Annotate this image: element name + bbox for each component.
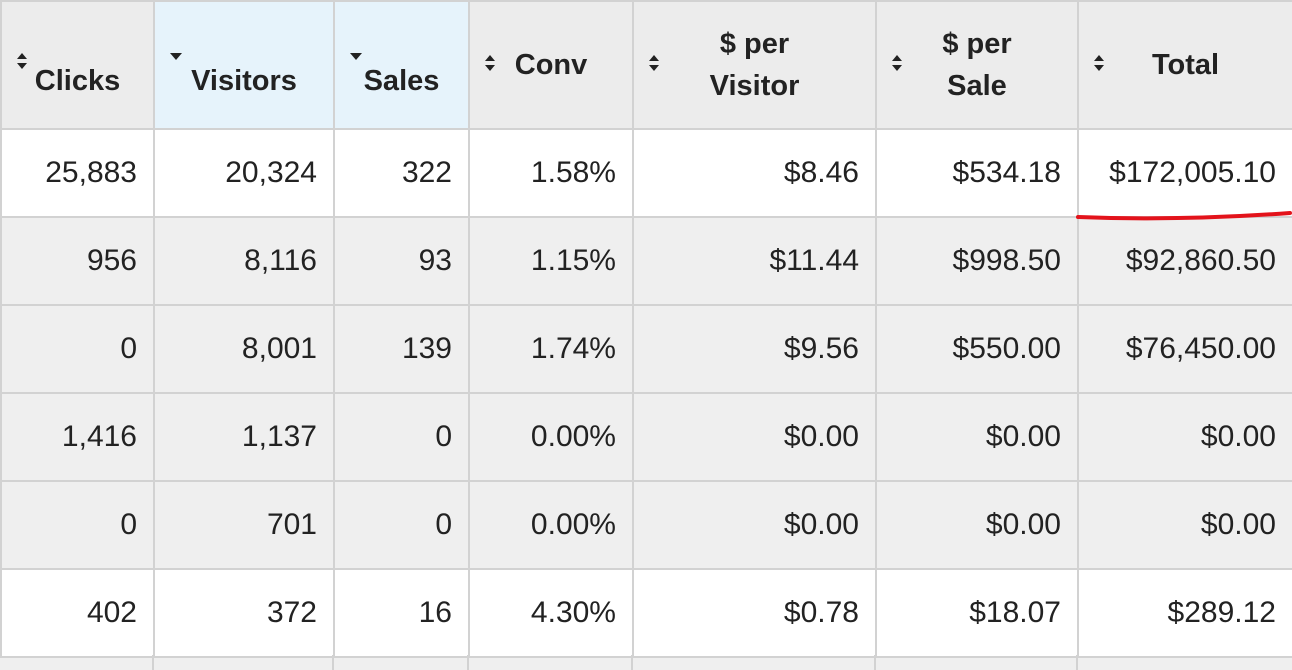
partial-row: [152, 655, 1078, 670]
cell: 93: [333, 216, 470, 306]
header-row: Clicks Visitors Sales Conv $ per Visitor $ pe…: [0, 0, 1292, 130]
cell: 701: [153, 480, 335, 570]
cell: 1.15%: [468, 216, 634, 306]
header-label: Clicks: [34, 64, 121, 97]
cell: 0: [0, 304, 155, 394]
cell: 1.58%: [468, 128, 634, 218]
table-row: 0 8,001 139 1.74% $9.56 $550.00 $76,450.00: [0, 304, 1292, 394]
sort-icon[interactable]: [648, 54, 660, 72]
cell: $0.00: [875, 480, 1079, 570]
sort-icon[interactable]: [891, 54, 903, 72]
cell: 1.74%: [468, 304, 634, 394]
cell: 139: [333, 304, 470, 394]
cell: $0.00: [1077, 392, 1292, 482]
red-underline: [1076, 211, 1292, 221]
cell: $0.78: [632, 568, 877, 658]
header-label: $ per Sale: [942, 27, 1012, 102]
table-row: 0 701 0 0.00% $0.00 $0.00 $0.00: [0, 480, 1292, 570]
cell: $998.50: [875, 216, 1079, 306]
column-header[interactable]: Total: [1077, 0, 1292, 130]
cell: $0.00: [632, 480, 877, 570]
cell: $9.56: [632, 304, 877, 394]
cell: $0.00: [632, 392, 877, 482]
sort-icon[interactable]: [1093, 54, 1105, 72]
column-header[interactable]: Conv: [468, 0, 634, 130]
sort-icon[interactable]: [16, 52, 28, 70]
cell: 0: [333, 392, 470, 482]
cell: $76,450.00: [1077, 304, 1292, 394]
cell: 0: [333, 480, 470, 570]
cell: 1,137: [153, 392, 335, 482]
table-row: 956 8,116 93 1.15% $11.44 $998.50 $92,860.50: [0, 216, 1292, 306]
cell: 0.00%: [468, 392, 634, 482]
cell: $8.46: [632, 128, 877, 218]
header-label: $ per Visitor: [709, 27, 800, 102]
header-label: Visitors: [191, 64, 297, 97]
cell: $534.18: [875, 128, 1079, 218]
cell: $0.00: [1077, 480, 1292, 570]
cell: 4.30%: [468, 568, 634, 658]
cell: 1,416: [0, 392, 155, 482]
column-header[interactable]: Visitors: [153, 0, 335, 130]
header-label: Conv: [514, 48, 588, 81]
cell: $18.07: [875, 568, 1079, 658]
header-label: Sales: [363, 64, 440, 97]
table-row: 25,883 20,324 322 1.58% $8.46 $534.18 $172,005…: [0, 128, 1292, 218]
table-row: 402 372 16 4.30% $0.78 $18.07 $289.12: [0, 568, 1292, 658]
cell: 25,883: [0, 128, 155, 218]
cell: 372: [153, 568, 335, 658]
cell: $289.12: [1077, 568, 1292, 658]
cell: $92,860.50: [1077, 216, 1292, 306]
cell: 20,324: [153, 128, 335, 218]
column-header[interactable]: $ per Visitor: [632, 0, 877, 130]
cell: 0: [0, 480, 155, 570]
sort-desc-icon[interactable]: [349, 52, 363, 62]
cell: $0.00: [875, 392, 1079, 482]
column-header[interactable]: Sales: [333, 0, 470, 130]
sort-icon[interactable]: [484, 54, 496, 72]
sort-desc-icon[interactable]: [169, 52, 183, 62]
header-label: Total: [1151, 48, 1220, 81]
cell: 8,001: [153, 304, 335, 394]
cell: $550.00: [875, 304, 1079, 394]
cell: 0.00%: [468, 480, 634, 570]
cell: 322: [333, 128, 470, 218]
column-header[interactable]: Clicks: [0, 0, 155, 130]
table-row: 1,416 1,137 0 0.00% $0.00 $0.00 $0.00: [0, 392, 1292, 482]
cell: 8,116: [153, 216, 335, 306]
cell: $11.44: [632, 216, 877, 306]
cell: 956: [0, 216, 155, 306]
column-header[interactable]: $ per Sale: [875, 0, 1079, 130]
cell: 402: [0, 568, 155, 658]
cell: $172,005.10: [1077, 128, 1292, 218]
cell: 16: [333, 568, 470, 658]
